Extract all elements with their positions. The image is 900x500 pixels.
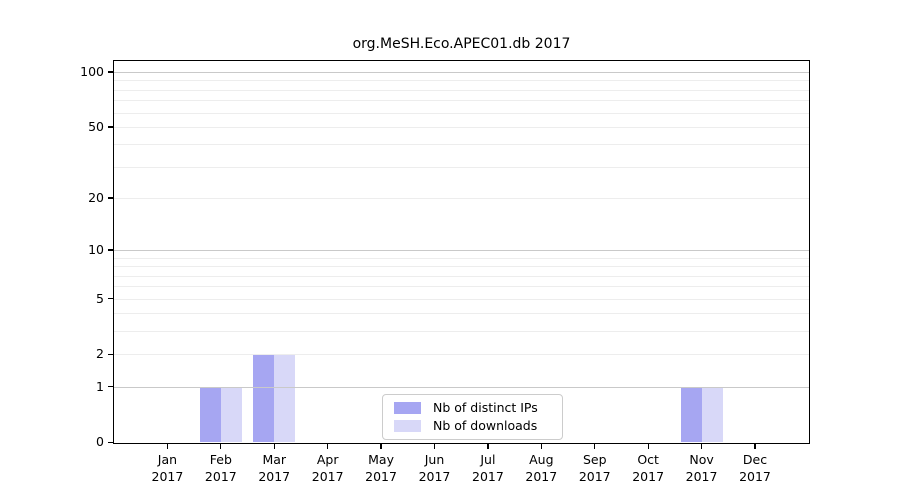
x-axis-tick (166, 443, 169, 449)
gridline-minor (114, 144, 809, 146)
x-label-month: Nov (689, 452, 714, 467)
x-axis-tick (327, 443, 329, 449)
bar-nb-of-downloads-mar (274, 354, 296, 443)
legend-label-downloads: Nb of downloads (433, 418, 538, 433)
gridline-minor (114, 126, 809, 128)
x-label-month: Feb (209, 452, 232, 467)
y-axis-tick-label: 100 (80, 64, 104, 80)
x-label-year: 2017 (258, 469, 291, 484)
gridline-minor (114, 100, 809, 102)
x-label-month: Jan (157, 452, 178, 467)
x-axis-tick (754, 443, 756, 449)
gridline-minor (114, 80, 809, 82)
x-axis-tick-label: Sep 2017 (563, 451, 627, 485)
x-axis-tick-label: Nov 2017 (670, 451, 734, 485)
y-axis-tick-label: 5 (96, 290, 104, 306)
x-axis-tick (540, 443, 542, 449)
y-axis-tick (108, 297, 114, 300)
gridline-minor (114, 89, 809, 91)
gridline-minor (114, 166, 809, 168)
y-axis-tick (108, 71, 114, 73)
x-axis-tick-label: May 2017 (349, 451, 413, 485)
legend: Nb of distinct IPs Nb of downloads (382, 394, 563, 440)
x-label-month: Jun (424, 452, 445, 467)
x-axis-tick-label: Dec 2017 (723, 451, 787, 485)
gridline-minor (114, 313, 809, 315)
y-axis-tick (108, 197, 114, 199)
y-axis-tick (108, 353, 114, 355)
y-axis-tick-label: 50 (88, 118, 104, 134)
x-label-year: 2017 (365, 469, 397, 484)
x-label-month: Sep (582, 452, 607, 467)
x-label-month: Oct (637, 452, 659, 467)
y-axis-tick (108, 126, 114, 128)
y-axis-tick-label: 10 (88, 242, 104, 257)
x-axis-tick (380, 443, 382, 449)
gridline-minor (114, 298, 809, 300)
gridline-minor (114, 331, 809, 333)
x-label-month: May (368, 452, 394, 467)
bar-nb-of-downloads-nov (701, 386, 723, 443)
x-label-year: 2017 (418, 469, 451, 484)
y-axis-tick (108, 386, 114, 388)
x-label-month: Aug (529, 452, 554, 467)
x-label-year: 2017 (204, 469, 237, 484)
gridline-major (114, 386, 809, 388)
y-axis-tick-label: 0 (96, 434, 104, 450)
x-label-month: Apr (316, 452, 339, 467)
x-axis-tick-label: Jun 2017 (402, 451, 466, 485)
x-label-year: 2017 (311, 469, 344, 484)
plot-area: Nb of distinct IPs Nb of downloads 0 1 2 5 1… (80, 60, 810, 484)
x-label-year: 2017 (525, 469, 558, 484)
x-axis-tick-label: Jan 2017 (135, 451, 199, 485)
x-label-year: 2017 (472, 469, 504, 484)
y-axis-tick-label: 2 (96, 346, 104, 362)
x-label-year: 2017 (739, 469, 771, 484)
x-axis-tick (220, 443, 222, 449)
x-label-year: 2017 (632, 469, 665, 484)
x-label-month: Mar (262, 452, 287, 467)
x-axis-tick (594, 443, 596, 449)
gridline-minor (114, 275, 809, 277)
x-axis-tick (700, 443, 703, 449)
x-axis-tick (273, 443, 275, 449)
bar-nb-of-distinct-ips-mar (253, 354, 275, 443)
x-axis-tick (433, 443, 436, 449)
x-axis-tick-label: Mar 2017 (242, 451, 306, 485)
gridline-minor (114, 198, 809, 200)
x-axis-tick-label: Apr 2017 (296, 451, 360, 485)
legend-item-downloads: Nb of downloads (392, 419, 553, 433)
legend-label-distinct-ips: Nb of distinct IPs (433, 400, 538, 415)
x-axis-tick (647, 443, 649, 449)
gridline-minor (114, 286, 809, 288)
bar-nb-of-downloads-feb (220, 386, 242, 443)
legend-swatch-distinct-ips-icon (394, 402, 421, 414)
x-axis-tick-label: Aug 2017 (509, 451, 573, 485)
x-axis-tick-label: Feb 2017 (189, 451, 253, 485)
x-axis-tick-label: Jul 2017 (456, 451, 520, 485)
gridline-major (114, 72, 809, 74)
gridline-minor (114, 257, 809, 259)
x-axis-tick (487, 443, 489, 449)
gridline-minor (114, 112, 809, 114)
chart-title: org.MeSH.Eco.APEC01.db 2017 (352, 36, 571, 52)
gridline-minor (114, 354, 809, 356)
legend-item-distinct-ips: Nb of distinct IPs (392, 401, 553, 415)
bar-nb-of-distinct-ips-nov (680, 386, 702, 443)
x-label-year: 2017 (685, 469, 718, 484)
gridline-minor (114, 266, 809, 268)
y-axis-tick (108, 441, 114, 444)
x-label-year: 2017 (578, 469, 611, 484)
legend-swatch-downloads-icon (394, 420, 421, 432)
y-axis-tick-label: 1 (96, 378, 104, 394)
x-label-month: Jul (480, 452, 496, 467)
x-label-year: 2017 (151, 469, 184, 484)
bar-nb-of-distinct-ips-feb (199, 386, 221, 443)
gridline-major (114, 250, 809, 251)
y-axis-tick (108, 249, 114, 251)
x-label-month: Dec (742, 452, 768, 467)
y-axis-tick-label: 20 (88, 190, 104, 206)
x-axis-tick-label: Oct 2017 (616, 451, 680, 485)
